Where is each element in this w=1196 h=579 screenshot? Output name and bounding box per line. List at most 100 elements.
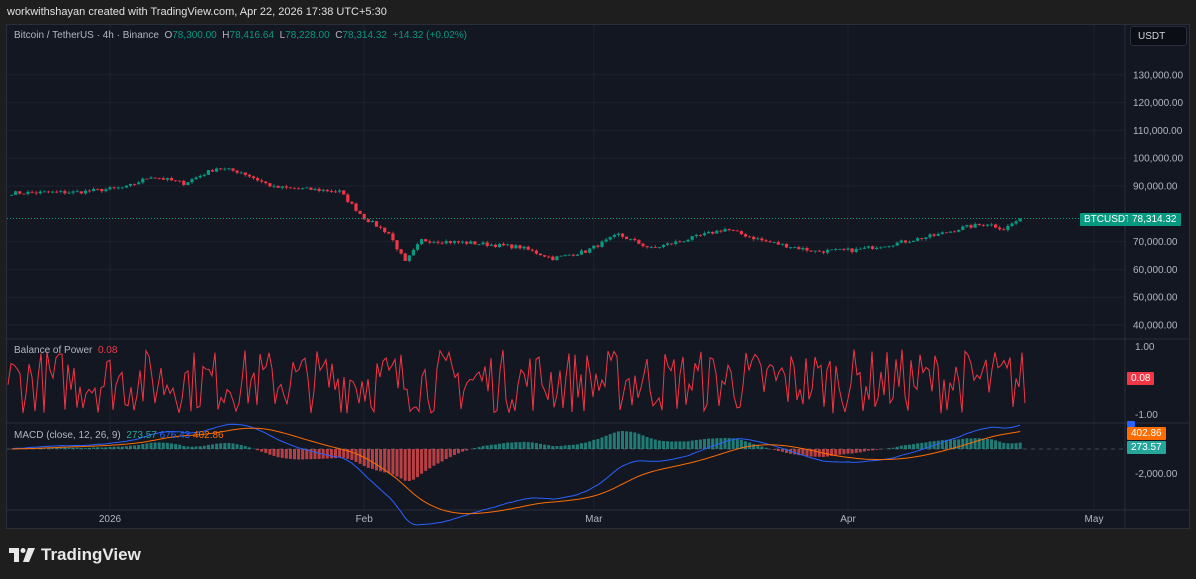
candle-body xyxy=(411,249,415,256)
candle-body xyxy=(239,172,243,174)
macd-histogram-bar xyxy=(391,449,395,475)
candle-body xyxy=(567,254,571,256)
macd-histogram-bar xyxy=(67,447,71,449)
macd-histogram-bar xyxy=(596,438,600,449)
macd-histogram-bar xyxy=(739,439,743,449)
macd-histogram-bar xyxy=(354,449,358,462)
candle-body xyxy=(871,246,875,249)
macd-histogram-bar xyxy=(621,431,624,449)
candle-body xyxy=(391,233,395,241)
macd-histogram-bar xyxy=(301,449,305,460)
currency-button[interactable]: USDT xyxy=(1130,26,1187,46)
price-axis-label: 90,000.00 xyxy=(1133,182,1178,193)
macd-histogram-bar xyxy=(600,437,604,449)
candle-body xyxy=(137,182,141,185)
candle-body xyxy=(989,224,994,226)
candle-body xyxy=(711,231,715,234)
tradingview-logo-icon xyxy=(9,548,35,562)
price-axis-label: 50,000.00 xyxy=(1133,293,1178,304)
candle-body xyxy=(649,247,653,248)
candle-body xyxy=(247,174,251,177)
macd-histogram-bar xyxy=(338,449,342,458)
candle-body xyxy=(415,244,420,250)
price-axis-label: 110,000.00 xyxy=(1133,126,1183,137)
candle-body xyxy=(887,245,891,247)
macd-histogram-bar xyxy=(424,449,428,471)
candle-body xyxy=(256,178,260,181)
candle-body xyxy=(1014,221,1018,224)
candle-body xyxy=(383,227,387,233)
candle-body xyxy=(182,180,186,185)
high-value: 78,416.64 xyxy=(229,30,275,41)
macd-histogram-bar xyxy=(403,449,407,481)
macd-histogram-bar xyxy=(387,449,391,474)
macd-histogram-bar xyxy=(653,439,657,449)
macd-histogram-bar xyxy=(432,449,436,466)
candle-body xyxy=(985,224,989,226)
candle-body xyxy=(748,236,752,238)
candle-body xyxy=(18,191,22,194)
candle-body xyxy=(153,177,157,179)
price-axis-label: 60,000.00 xyxy=(1133,265,1178,276)
candle-body xyxy=(497,243,502,248)
macd-histogram-bar xyxy=(399,449,403,479)
macd-histogram-bar xyxy=(182,445,186,449)
candle-body xyxy=(452,241,456,243)
macd-histogram-bar xyxy=(797,449,801,456)
candle-body xyxy=(223,168,227,170)
macd-histogram-bar xyxy=(756,445,760,449)
candle-body xyxy=(346,194,350,202)
candle-body xyxy=(702,233,707,236)
candle-body xyxy=(387,232,391,234)
candle-body xyxy=(420,239,424,245)
macd-signal-tag: 402.86 xyxy=(1127,427,1166,440)
macd-histogram-bar xyxy=(129,445,132,449)
macd-histogram-bar xyxy=(616,431,620,449)
candle-body xyxy=(666,243,670,245)
tradingview-logo: TradingView xyxy=(9,545,141,565)
macd-histogram-bar xyxy=(96,447,100,449)
candle-body xyxy=(436,241,440,243)
macd-histogram-bar xyxy=(198,446,202,449)
candle-body xyxy=(694,234,698,237)
candle-body xyxy=(276,185,280,188)
candle-body xyxy=(965,225,969,227)
macd-histogram-bar xyxy=(871,449,875,451)
candle-body xyxy=(96,188,100,190)
macd-histogram-bar xyxy=(575,444,579,449)
close-label: C xyxy=(335,30,343,41)
close-value: 78,314.32 xyxy=(342,30,387,41)
candle-body xyxy=(727,229,731,231)
candle-body xyxy=(739,231,743,235)
candle-body xyxy=(928,234,932,238)
macd-histogram-bar xyxy=(903,445,907,449)
candle-body xyxy=(674,241,678,244)
macd-histogram-bar xyxy=(112,446,116,449)
candle-body xyxy=(55,191,59,193)
time-axis-label: Apr xyxy=(840,514,856,525)
candle-body xyxy=(141,178,145,183)
macd-histogram-bar xyxy=(116,446,120,449)
macd-histogram-bar xyxy=(690,440,694,449)
candle-body xyxy=(506,244,510,246)
candle-body xyxy=(907,241,912,243)
candle-body xyxy=(219,168,223,170)
macd-histogram-bar xyxy=(260,449,264,452)
candle-body xyxy=(555,256,559,261)
macd-histogram-bar xyxy=(1018,442,1022,449)
macd-histogram-bar xyxy=(473,448,477,449)
macd-histogram-bar xyxy=(502,443,506,449)
macd-histogram-bar xyxy=(174,444,178,449)
macd-histogram-bar xyxy=(940,440,944,449)
macd-histogram-bar xyxy=(481,445,485,449)
candle-body xyxy=(834,249,838,250)
macd-histogram-bar xyxy=(682,441,686,449)
macd-histogram-bar xyxy=(735,438,739,449)
macd-histogram-bar xyxy=(862,449,866,452)
macd-histogram-bar xyxy=(662,440,665,449)
candle-body xyxy=(469,241,473,244)
macd-histogram-bar xyxy=(760,446,764,449)
candle-body xyxy=(51,191,55,193)
candle-body xyxy=(358,210,362,214)
